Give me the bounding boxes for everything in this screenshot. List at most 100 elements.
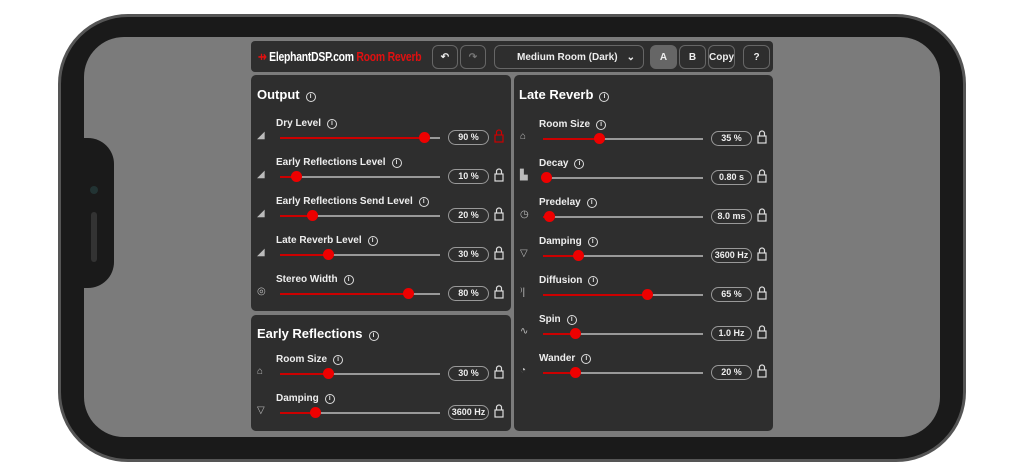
lock-icon[interactable] (757, 286, 767, 300)
timer-icon: ◷ (520, 209, 529, 220)
output-title: Output i (257, 87, 316, 102)
copy-button[interactable]: Copy (708, 45, 735, 69)
slider-thumb[interactable] (544, 211, 556, 222)
param-label: Late Reverb Level i (276, 235, 378, 246)
lock-icon[interactable] (494, 168, 504, 182)
slider-thumb[interactable] (570, 328, 581, 339)
info-icon[interactable]: i (324, 394, 335, 404)
info-icon[interactable]: i (333, 355, 344, 365)
slider[interactable] (543, 250, 703, 261)
value-field[interactable]: 20 % (448, 208, 489, 223)
chevron-down-icon: ⌄ (626, 51, 635, 63)
late-reverb-panel: Late Reverb i ⌂ Room Size i 35 % ▙ Decay i 0… (514, 75, 773, 431)
slider-fill (280, 254, 328, 256)
slider[interactable] (280, 132, 440, 143)
lock-icon[interactable] (494, 246, 504, 260)
slider-fill (280, 215, 312, 217)
lock-icon[interactable] (757, 169, 767, 183)
lock-icon[interactable] (757, 325, 767, 339)
redo-button[interactable]: ↷ (460, 45, 486, 69)
decay-icon: ▙ (520, 170, 528, 181)
slider[interactable] (543, 211, 703, 222)
sine-icon: ∿ (520, 326, 529, 337)
slider[interactable] (541, 172, 703, 183)
value-field[interactable]: 8.0 ms (711, 209, 752, 224)
info-icon[interactable]: i (418, 197, 429, 207)
slider[interactable] (280, 368, 440, 379)
lock-icon[interactable] (757, 247, 767, 261)
slider[interactable] (280, 249, 440, 260)
camera (90, 186, 98, 194)
value-field[interactable]: 80 % (448, 286, 489, 301)
speaker (91, 212, 97, 262)
info-icon[interactable]: i (391, 158, 402, 168)
stereo-icon: ◎ (257, 286, 266, 297)
undo-button[interactable]: ↶ (432, 45, 458, 69)
slider-thumb[interactable] (291, 171, 302, 182)
slider-thumb[interactable] (419, 132, 430, 143)
info-icon[interactable]: i (586, 198, 597, 208)
value-field[interactable]: 35 % (711, 131, 752, 146)
info-icon[interactable]: i (566, 315, 577, 325)
info-icon[interactable]: i (305, 92, 316, 102)
value-field[interactable]: 65 % (711, 287, 752, 302)
slider-fill (543, 255, 579, 257)
lock-icon[interactable] (757, 364, 767, 378)
info-icon[interactable]: i (367, 236, 378, 246)
preset-dropdown[interactable]: Medium Room (Dark) ⌄ (494, 45, 644, 69)
param-label: Damping i (276, 393, 335, 404)
diffusion-icon: ⁾| (520, 287, 526, 298)
value-field[interactable]: 1.0 Hz (711, 326, 752, 341)
info-icon[interactable]: i (588, 276, 599, 286)
value-field[interactable]: 10 % (448, 169, 489, 184)
info-icon[interactable]: i (587, 237, 598, 247)
slider[interactable] (543, 328, 703, 339)
info-icon[interactable]: i (343, 275, 354, 285)
lock-icon[interactable] (757, 130, 767, 144)
slider[interactable] (280, 171, 440, 182)
preset-label: Medium Room (Dark) (517, 51, 618, 63)
slider-thumb[interactable] (642, 289, 653, 300)
slider-thumb[interactable] (323, 249, 334, 260)
lock-icon[interactable] (494, 404, 504, 418)
value-field[interactable]: 30 % (448, 366, 489, 381)
slider-thumb[interactable] (594, 133, 605, 144)
slider-thumb[interactable] (573, 250, 585, 261)
slider-thumb[interactable] (307, 210, 318, 221)
slider-fill (543, 333, 575, 335)
value-field[interactable]: 30 % (448, 247, 489, 262)
value-field[interactable]: 20 % (711, 365, 752, 380)
help-button[interactable]: ? (743, 45, 770, 69)
info-icon[interactable]: i (581, 354, 592, 364)
lock-icon[interactable] (757, 208, 767, 222)
info-icon[interactable]: i (327, 119, 338, 129)
slider-thumb[interactable] (570, 367, 581, 378)
slider[interactable] (543, 289, 703, 300)
info-icon[interactable]: i (596, 120, 607, 130)
info-icon[interactable]: i (368, 331, 379, 341)
slider-thumb[interactable] (323, 368, 334, 379)
value-field[interactable]: 90 % (448, 130, 489, 145)
value-field[interactable]: 3600 Hz (448, 405, 489, 420)
slider[interactable] (280, 210, 440, 221)
lock-icon[interactable] (494, 285, 504, 299)
slider-thumb[interactable] (403, 288, 414, 299)
brand-logo[interactable]: ⇸ ElephantDSP.com Room Reverb (258, 49, 422, 65)
level-icon: ◢ (257, 169, 265, 180)
lock-icon[interactable] (494, 365, 504, 379)
value-field[interactable]: 0.80 s (711, 170, 752, 185)
slider[interactable] (543, 133, 703, 144)
info-icon[interactable]: i (574, 159, 585, 169)
slider[interactable] (280, 407, 440, 418)
info-icon[interactable]: i (599, 92, 610, 102)
lock-closed-icon[interactable] (494, 129, 504, 143)
slider[interactable] (543, 367, 703, 378)
slider-thumb[interactable] (310, 407, 322, 418)
elephant-logo-icon: ⇸ (258, 49, 270, 64)
b-button[interactable]: B (679, 45, 706, 69)
lock-icon[interactable] (494, 207, 504, 221)
a-button[interactable]: A (650, 45, 677, 69)
slider-thumb[interactable] (541, 172, 553, 183)
value-field[interactable]: 3600 Hz (711, 248, 752, 263)
slider[interactable] (280, 288, 440, 299)
